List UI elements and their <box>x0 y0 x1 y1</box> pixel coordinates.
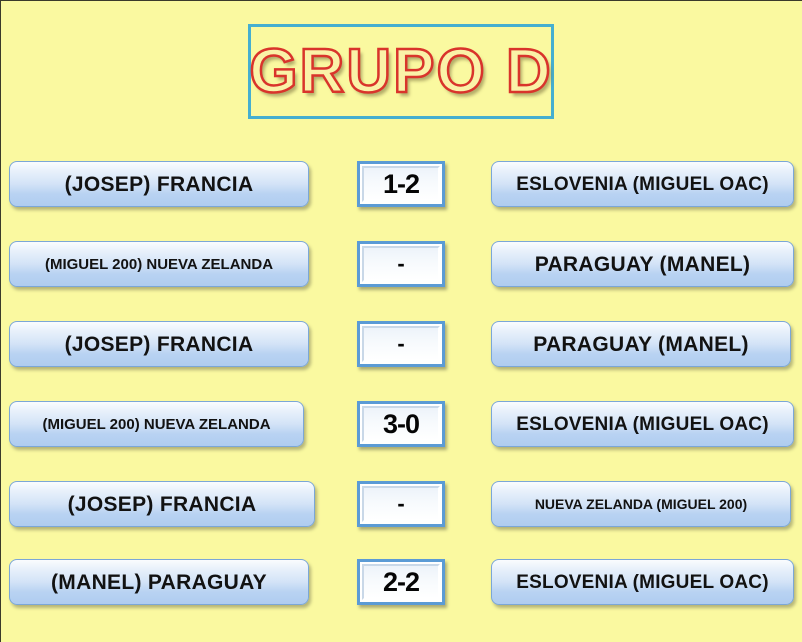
score-box[interactable]: 3-0 <box>357 401 445 447</box>
score-value: - <box>397 251 405 276</box>
away-team-label: ESLOVENIA (MIGUEL OAC) <box>516 413 769 435</box>
match-row: (MIGUEL 200) NUEVA ZELANDA 3-0 ESLOVENIA (… <box>1 401 802 447</box>
away-team-button[interactable]: ESLOVENIA (MIGUEL OAC) <box>491 559 794 605</box>
away-team-label: ESLOVENIA (MIGUEL OAC) <box>516 571 769 593</box>
away-team-button[interactable]: NUEVA ZELANDA (MIGUEL 200) <box>491 481 791 527</box>
group-title-box: GRUPO D <box>248 24 554 119</box>
score-value: 2-2 <box>382 566 420 597</box>
match-row: (JOSEP) FRANCIA 1-2 ESLOVENIA (MIGUEL OAC) <box>1 161 802 207</box>
away-team-label: ESLOVENIA (MIGUEL OAC) <box>516 173 769 195</box>
score-box-inner: 3-0 <box>362 406 440 442</box>
page-title: GRUPO D <box>248 36 553 106</box>
score-box[interactable]: - <box>357 321 445 367</box>
home-team-button[interactable]: (MIGUEL 200) NUEVA ZELANDA <box>9 401 304 447</box>
score-value: - <box>397 331 405 356</box>
away-team-label: PARAGUAY (MANEL) <box>533 332 749 356</box>
home-team-label: (MANEL) PARAGUAY <box>51 570 267 594</box>
home-team-label: (JOSEP) FRANCIA <box>64 332 254 356</box>
home-team-label: (MIGUEL 200) NUEVA ZELANDA <box>42 415 271 433</box>
score-value: 1-2 <box>382 168 420 199</box>
score-box[interactable]: 2-2 <box>357 559 445 605</box>
home-team-button[interactable]: (JOSEP) FRANCIA <box>9 321 309 367</box>
away-team-button[interactable]: PARAGUAY (MANEL) <box>491 241 794 287</box>
home-team-button[interactable]: (JOSEP) FRANCIA <box>9 161 309 207</box>
match-row: (MIGUEL 200) NUEVA ZELANDA - PARAGUAY (MAN… <box>1 241 802 287</box>
home-team-label: (MIGUEL 200) NUEVA ZELANDA <box>44 255 274 273</box>
score-box[interactable]: 1-2 <box>357 161 445 207</box>
home-team-button[interactable]: (MANEL) PARAGUAY <box>9 559 309 605</box>
away-team-label: NUEVA ZELANDA (MIGUEL 200) <box>534 496 748 512</box>
away-team-button[interactable]: ESLOVENIA (MIGUEL OAC) <box>491 161 794 207</box>
match-row: (JOSEP) FRANCIA - NUEVA ZELANDA (MIGUEL 20… <box>1 481 802 527</box>
match-row: (MANEL) PARAGUAY 2-2 ESLOVENIA (MIGUEL OAC… <box>1 559 802 605</box>
score-box-inner: 2-2 <box>362 564 440 600</box>
away-team-button[interactable]: ESLOVENIA (MIGUEL OAC) <box>491 401 794 447</box>
away-team-label: PARAGUAY (MANEL) <box>534 252 751 276</box>
match-row: (JOSEP) FRANCIA - PARAGUAY (MANEL) <box>1 321 802 367</box>
score-box-inner: 1-2 <box>362 166 440 202</box>
score-value: - <box>397 491 405 516</box>
score-box-inner: - <box>362 246 440 282</box>
score-box[interactable]: - <box>357 241 445 287</box>
home-team-label: (JOSEP) FRANCIA <box>64 172 254 196</box>
score-value: 3-0 <box>382 408 420 439</box>
home-team-label: (JOSEP) FRANCIA <box>67 492 257 516</box>
score-box-inner: - <box>362 486 440 522</box>
score-box[interactable]: - <box>357 481 445 527</box>
home-team-button[interactable]: (JOSEP) FRANCIA <box>9 481 315 527</box>
away-team-button[interactable]: PARAGUAY (MANEL) <box>491 321 791 367</box>
score-box-inner: - <box>362 326 440 362</box>
home-team-button[interactable]: (MIGUEL 200) NUEVA ZELANDA <box>9 241 309 287</box>
